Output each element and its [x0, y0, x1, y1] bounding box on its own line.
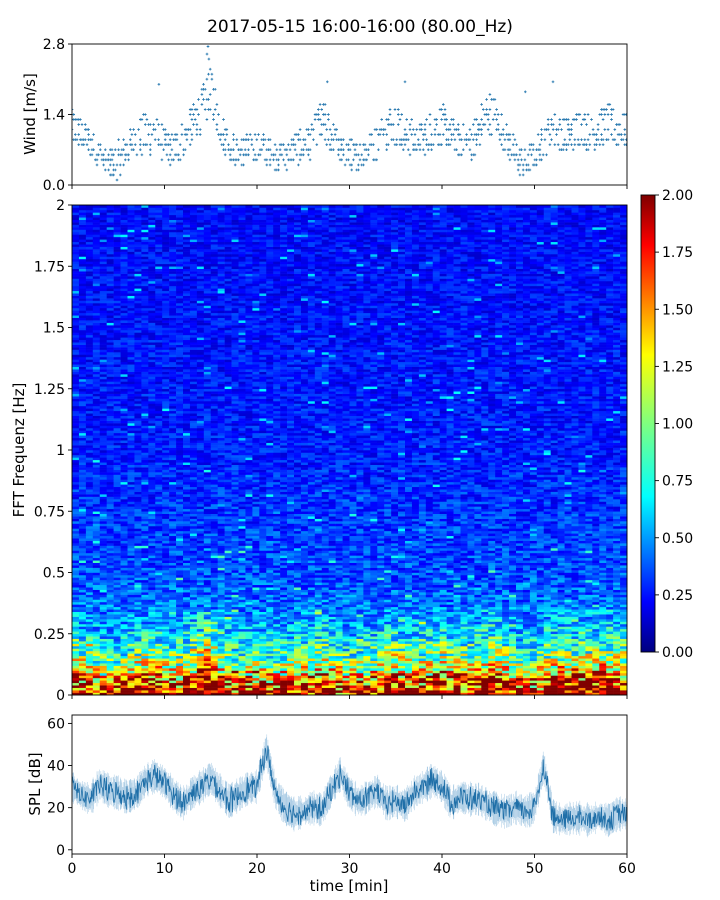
spectrogram-y-tick-label: 1.25 [34, 382, 65, 398]
colorbar-tick-label: 1.25 [662, 359, 693, 375]
spectrogram-y-tick-label: 0 [56, 688, 65, 704]
spectrogram-y-tick-label: 1.5 [43, 321, 65, 337]
colorbar: 0.00 0.25 0.50 0.75 1.00 1.25 1.50 1.75 2.00 [641, 188, 693, 661]
wind-panel: 0.0 1.4 2.8 Wind [m/s] [21, 37, 628, 194]
colorbar-tick-label: 1.50 [662, 302, 693, 318]
colorbar-tick-label: 0.50 [662, 531, 693, 547]
spl-x-axis-label: time [min] [310, 877, 389, 895]
spl-noise-strokes [72, 734, 626, 837]
colorbar-tick-label: 0.25 [662, 588, 693, 604]
spl-y-axis-label: SPL [dB] [26, 752, 44, 815]
spectrogram-y-tick-label: 2 [56, 198, 65, 214]
spectrogram-y-tick-label: 1 [56, 443, 65, 459]
colorbar-gradient [641, 195, 655, 652]
colorbar-tick-label: 1.75 [662, 245, 693, 261]
spl-x-tick-label: 30 [341, 861, 359, 877]
spl-noise-band [72, 734, 626, 837]
colorbar-tick-label: 2.00 [662, 188, 693, 204]
spl-y-tick-label: 0 [56, 843, 65, 859]
spectrogram-y-tick-label: 1.75 [34, 259, 65, 275]
spl-x-tick-label: 0 [68, 861, 77, 877]
spl-y-tick-label: 60 [47, 716, 65, 732]
spectrogram-x-ticks [72, 695, 627, 699]
spectrogram-heatmap [72, 205, 627, 695]
spl-x-tick-label: 60 [618, 861, 636, 877]
wind-y-tick-label: 2.8 [43, 37, 65, 53]
spl-x-tick-label: 20 [248, 861, 266, 877]
spectrogram-panel: 0 0.25 0.5 0.75 1 1.25 1.5 1.75 2 FFT Frequenz [… [10, 198, 627, 704]
spectrogram-y-tick-label: 0.5 [43, 566, 65, 582]
wind-y-ticks: 0.0 1.4 2.8 [43, 37, 72, 194]
spl-y-tick-label: 20 [47, 801, 65, 817]
spl-x-tick-label: 50 [526, 861, 544, 877]
figure-title: 2017-05-15 16:00-16:00 (80.00_Hz) [207, 17, 513, 37]
wind-x-ticks [72, 185, 627, 189]
wind-y-axis-label: Wind [m/s] [21, 73, 39, 155]
spectrogram-y-axis-label: FFT Frequenz [Hz] [10, 383, 28, 518]
wind-y-tick-label: 0.0 [43, 178, 65, 194]
spl-panel: 0 20 40 60 0 10 20 30 40 50 60 SPL [dB] time [min… [26, 715, 636, 895]
spectrogram-y-tick-label: 0.25 [34, 627, 65, 643]
spectrogram-y-ticks: 0 0.25 0.5 0.75 1 1.25 1.5 1.75 2 [34, 198, 72, 704]
spl-x-tick-label: 10 [156, 861, 174, 877]
colorbar-ticks: 0.00 0.25 0.50 0.75 1.00 1.25 1.50 1.75 2.00 [655, 188, 693, 661]
colorbar-tick-label: 0.00 [662, 645, 693, 661]
colorbar-tick-label: 0.75 [662, 474, 693, 490]
colorbar-tick-label: 1.00 [662, 417, 693, 433]
wind-data-points [71, 45, 628, 181]
wind-axes-frame [72, 44, 627, 185]
spl-x-ticks: 0 10 20 30 40 50 60 [68, 854, 636, 877]
spl-x-tick-label: 40 [433, 861, 451, 877]
wind-scatter-series [71, 45, 628, 181]
spectrogram-y-tick-label: 0.75 [34, 504, 65, 520]
spl-y-ticks: 0 20 40 60 [47, 716, 72, 858]
wind-y-tick-label: 1.4 [43, 108, 65, 124]
spl-y-tick-label: 40 [47, 759, 65, 775]
